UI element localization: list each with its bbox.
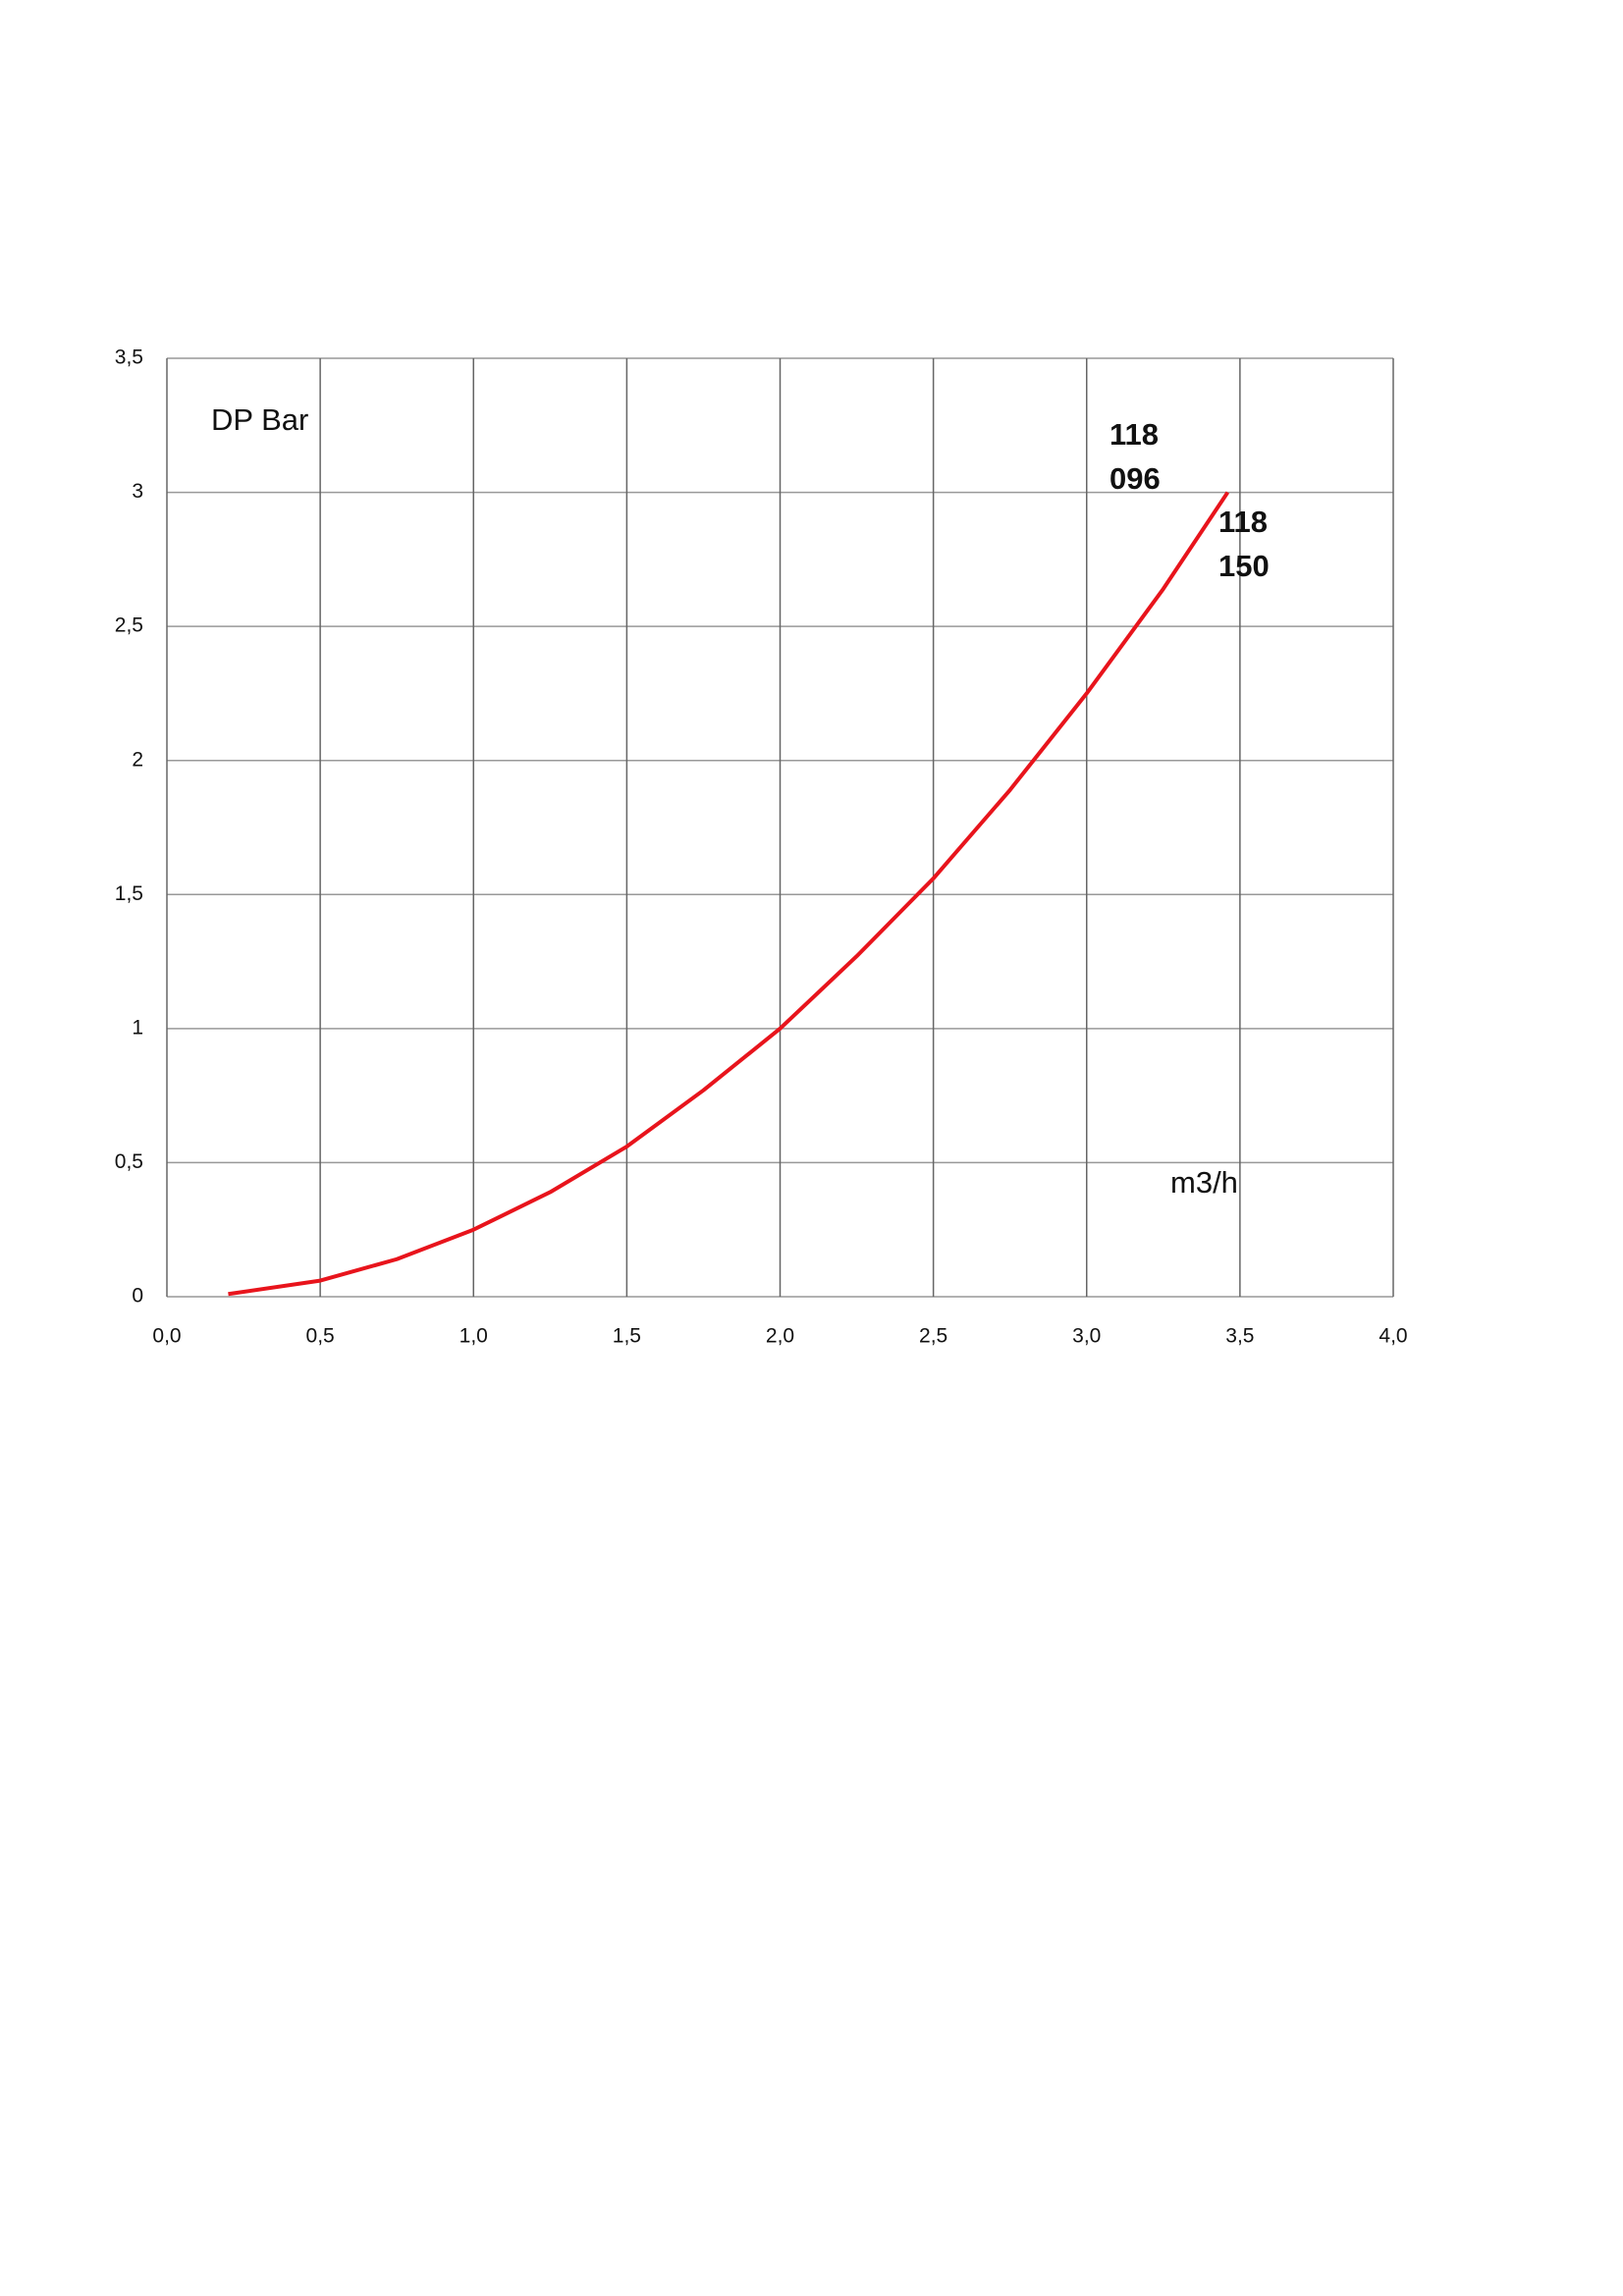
y-tick-label: 2,5 (115, 614, 143, 637)
y-tick-label: 2 (132, 748, 143, 771)
y-tick-label: 0,5 (115, 1150, 143, 1173)
annotation: 118 (1218, 505, 1268, 539)
x-tick-label: 0,0 (152, 1325, 181, 1348)
x-tick-label: 3,0 (1072, 1325, 1101, 1348)
annotation: 096 (1109, 461, 1161, 496)
y-tick-label: 1,5 (115, 882, 143, 905)
x-tick-label: 2,0 (766, 1325, 794, 1348)
y-tick-label: 3 (132, 480, 143, 503)
annotation: m3/h (1170, 1165, 1238, 1200)
annotation: 150 (1218, 549, 1270, 583)
y-tick-label: 1 (132, 1016, 143, 1039)
x-tick-label: 3,5 (1225, 1325, 1254, 1348)
annotation: 118 (1109, 417, 1159, 452)
y-tick-label: 3,5 (115, 347, 143, 369)
x-tick-label: 1,5 (613, 1325, 641, 1348)
annotation: DP Bar (211, 402, 308, 437)
x-tick-label: 0,5 (306, 1325, 335, 1348)
x-tick-label: 1,0 (460, 1325, 488, 1348)
x-tick-label: 2,5 (919, 1325, 947, 1348)
data-line (228, 491, 1230, 1297)
y-tick-label: 0 (132, 1285, 143, 1308)
x-tick-label: 4,0 (1379, 1325, 1407, 1348)
